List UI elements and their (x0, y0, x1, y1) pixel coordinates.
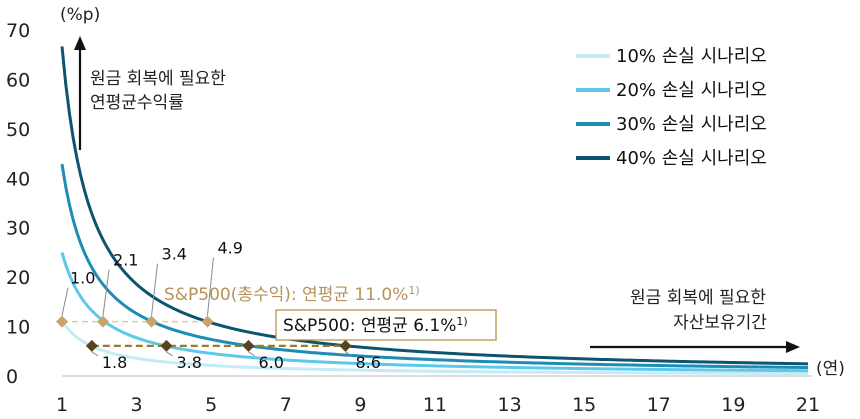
up-arrow-annotation: 원금 회복에 필요한 연평균수익률 (74, 36, 226, 150)
legend-entry: 10% 손실 시나리오 (616, 46, 767, 67)
y-tick-label: 30 (6, 218, 30, 240)
legend-entry: 40% 손실 시나리오 (616, 148, 767, 169)
sp500-price-text: S&P500: 연평균 6.1%1) (283, 315, 468, 336)
reference-leader (102, 269, 110, 316)
reference-marker (339, 339, 352, 352)
reference-marker (145, 315, 158, 328)
reference-leader (345, 351, 352, 357)
y-axis-ticks: 0 10 20 30 40 50 60 70 (6, 20, 30, 388)
reference-marker (56, 315, 68, 328)
reference-leader (61, 287, 69, 316)
sp500-total-label: S&P500(총수익): 연평균 11.0%1) (164, 284, 420, 305)
y-tick-label: 20 (6, 267, 30, 289)
x-tick-label: 5 (205, 394, 217, 416)
reference-point-label: 8.6 (355, 353, 380, 372)
y-unit-label: (%p) (60, 5, 100, 25)
reference-marker (242, 339, 255, 352)
right-arrow-annotation: 원금 회복에 필요한 자산보유기간 (590, 288, 800, 353)
reference-point-label: 1.0 (70, 269, 95, 288)
reference-leader (151, 263, 159, 316)
series-lines (60, 46, 809, 376)
reference-point-label: 1.8 (102, 353, 127, 372)
y-tick-label: 0 (6, 366, 18, 388)
series-line-2 (60, 251, 809, 373)
reference-lines: 1.0 2.1 3.4 4.9 1.8 3.8 6.0 8.6 (56, 239, 381, 372)
reference-marker (160, 339, 173, 352)
x-tick-label: 9 (354, 394, 366, 416)
series-line-3 (60, 163, 809, 370)
reference-point-label: 3.8 (176, 353, 201, 372)
sp500-price-label: S&P500: 연평균 6.1%1) (275, 309, 497, 341)
sp500-total-text: S&P500(총수익): 연평균 11.0%1) (164, 284, 420, 305)
reference-leader (91, 351, 99, 357)
y-tick-label: 50 (6, 119, 30, 141)
x-tick-label: 7 (280, 394, 292, 416)
right-arrow-label-line1: 원금 회복에 필요한 (630, 288, 766, 308)
reference-leader (166, 351, 173, 357)
x-unit-label: (연) (816, 359, 845, 379)
x-tick-label: 21 (796, 394, 820, 416)
reference-marker (201, 315, 214, 328)
up-arrow-head-icon (74, 36, 86, 50)
series-line-1 (60, 320, 809, 376)
reference-point-label: 2.1 (113, 251, 138, 270)
reference-point-label: 3.4 (162, 245, 187, 264)
reference-marker (97, 315, 110, 328)
y-tick-label: 70 (6, 20, 30, 42)
sp500-price-box (275, 309, 497, 341)
y-tick-label: 10 (6, 317, 30, 339)
reference-leader (248, 351, 255, 357)
legend: 10% 손실 시나리오 20% 손실 시나리오 30% 손실 시나리오 40% 손실 … (576, 46, 767, 169)
legend-entry: 20% 손실 시나리오 (616, 80, 767, 101)
reference-point-label: 4.9 (217, 239, 242, 258)
y-tick-label: 60 (6, 69, 30, 91)
x-tick-label: 3 (131, 394, 143, 416)
x-tick-label: 13 (498, 394, 522, 416)
reference-marker (85, 339, 98, 352)
right-arrow-label-line2: 자산보유기간 (673, 313, 767, 333)
x-tick-label: 1 (56, 394, 68, 416)
x-axis-ticks: 1 3 5 7 9 11 13 15 17 19 21 (56, 394, 820, 416)
y-tick-label: 40 (6, 168, 30, 190)
right-arrow-head-icon (786, 341, 800, 353)
up-arrow-label-line2: 연평균수익률 (90, 93, 184, 113)
x-tick-label: 19 (721, 394, 745, 416)
x-tick-label: 17 (647, 394, 671, 416)
reference-point-label: 6.0 (259, 353, 284, 372)
x-tick-label: 11 (423, 394, 447, 416)
reference-leader (206, 257, 214, 316)
x-tick-label: 15 (572, 394, 596, 416)
up-arrow-label-line1: 원금 회복에 필요한 (90, 69, 226, 89)
series-line-4 (60, 46, 809, 366)
legend-entry: 30% 손실 시나리오 (616, 114, 767, 135)
